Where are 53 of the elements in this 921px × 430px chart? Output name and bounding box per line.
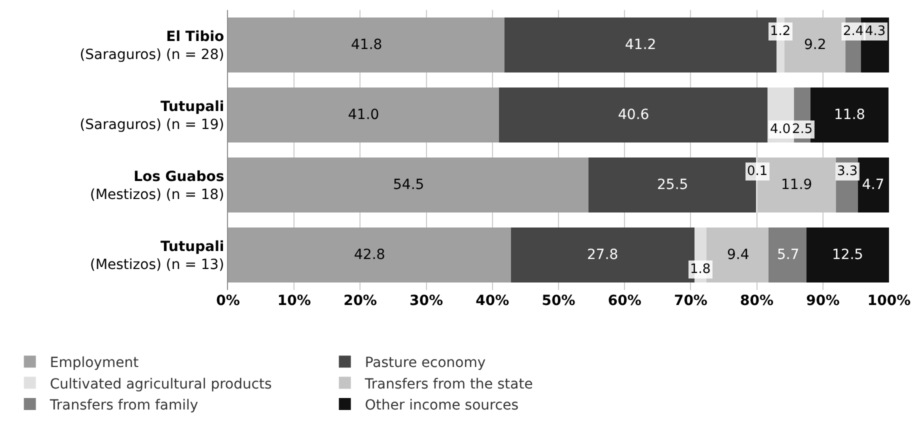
x-tick-label: 10% [277,293,311,309]
x-tick-label: 90% [806,293,840,309]
data-label: 9.4 [727,247,750,263]
x-tick-label: 70% [674,293,708,309]
legend-label: Employment [50,355,140,372]
legend-label: Transfers from the state [364,376,533,392]
bar [806,228,889,282]
legend-label: Other income sources [364,397,519,414]
bar [499,88,768,142]
y-tick-label: El Tibio (Saraguros) (n = 28) [80,28,225,63]
bar [228,228,511,282]
x-tick-label: 0% [216,293,240,309]
x-tick-label: 40% [476,293,510,309]
x-tick-label: 60% [608,293,642,309]
data-label: 4.7 [862,177,884,193]
bar [228,18,504,72]
data-label: 11.8 [834,107,866,123]
data-label: 41.2 [625,37,656,53]
x-tick-label: 100% [867,293,911,309]
data-label: 4.3 [865,24,886,39]
bar [858,158,889,212]
legend-label: Cultivated agricultural products [50,376,272,392]
data-label: 27.8 [587,247,618,263]
legend-label: Transfers from family [48,397,198,414]
y-tick-label: Tutupali (Saraguros) (n = 19) [80,98,224,133]
data-label: 4.0 [770,122,791,137]
data-label: 0.1 [747,164,768,179]
data-label: 41.0 [348,107,380,123]
bar [810,88,888,142]
data-label: 11.9 [781,177,812,193]
data-label: 25.5 [657,177,688,193]
x-tick-label: 20% [343,293,377,309]
data-label: 40.6 [618,107,650,123]
data-label: 3.3 [837,164,858,179]
data-label: 1.2 [770,24,791,39]
data-label: 9.2 [804,37,826,53]
data-label: 2.4 [843,24,864,39]
data-label: 12.5 [832,247,864,263]
bar [228,88,500,142]
x-tick-label: 30% [410,293,444,309]
data-label: 1.8 [690,262,711,277]
bar [768,228,806,282]
data-label: 54.5 [393,177,424,193]
legend-label: Pasture economy [364,355,486,372]
x-tick-label: 50% [542,293,576,309]
data-label: 5.7 [777,247,800,263]
data-label: 42.8 [354,247,386,263]
data-label: 2.5 [792,122,813,137]
bar [228,158,588,212]
data-label: 41.8 [351,37,382,53]
x-tick-label: 80% [740,293,774,309]
y-tick-label: Tutupali (Mestizos) (n = 13) [90,238,224,273]
y-tick-label: Los Guabos (Mestizos) (n = 18) [90,168,224,203]
